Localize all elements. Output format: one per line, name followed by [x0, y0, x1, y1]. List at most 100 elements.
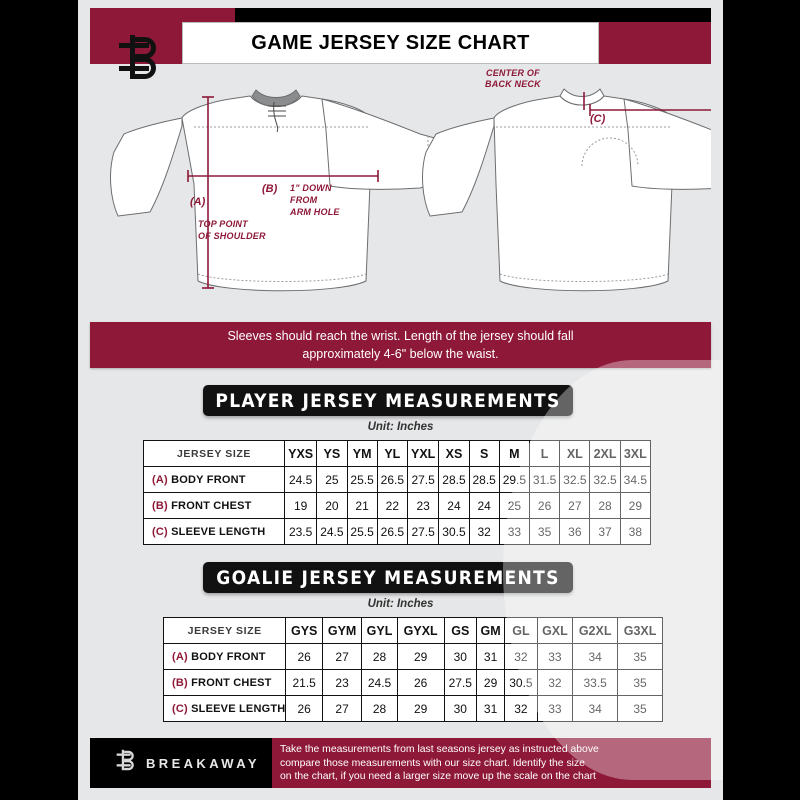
measurement-cell: 19	[283, 492, 318, 519]
size-column-header: S	[468, 440, 500, 467]
measurement-cell: 28.5	[468, 466, 500, 493]
measurement-cell: 29	[619, 492, 652, 519]
measurement-cell: 23.5	[283, 518, 318, 545]
measurement-cell: 27	[321, 695, 363, 722]
table-row: (C) SLEEVE LENGTH 26 27 28 29 30 31 32 33 34 35	[162, 695, 663, 722]
measurement-cell: 33.5	[572, 669, 619, 696]
measure-line-b	[187, 170, 379, 182]
measurement-cell: 28	[361, 643, 398, 670]
measurement-cell: 32	[536, 669, 574, 696]
measurement-cell: 24	[438, 492, 470, 519]
top-bars	[78, 0, 723, 26]
measurement-row-label: (C) SLEEVE LENGTH	[162, 695, 287, 722]
measurement-cell: 27.5	[406, 518, 440, 545]
goalie-section-title: GOALIE JERSEY MEASUREMENTS	[203, 562, 573, 593]
size-column-header: 2XL	[589, 440, 621, 467]
measurement-cell: 21.5	[285, 669, 323, 696]
goalie-section-unit: Unit: Inches	[367, 598, 434, 610]
size-column-header: YM	[346, 440, 378, 467]
fit-instruction-banner: Sleeves should reach the wrist. Length o…	[90, 322, 711, 368]
measurement-cell: 35	[617, 669, 663, 696]
measurement-cell: 31.5	[528, 466, 561, 493]
diagram-label-b: (B)	[262, 183, 278, 195]
goalie-measurements-table: JERSEY SIZE GYS GYM GYL GYXL GS GM GL GXL G2XL G3X…	[162, 617, 663, 722]
size-column-header: GYM	[321, 617, 363, 644]
measurement-tag: (C)	[152, 525, 172, 538]
breakaway-b-glyph	[119, 35, 156, 79]
front-jersey-laces	[268, 101, 286, 133]
measurement-cell: 34	[572, 643, 619, 670]
front-jersey-collar	[251, 89, 301, 107]
measurement-cell: 34	[572, 695, 619, 722]
measurement-cell: 32.5	[589, 466, 621, 493]
measurement-cell: 32	[504, 695, 538, 722]
measurement-cell: 36	[559, 518, 591, 545]
measurement-row-label: (B) FRONT CHEST	[143, 492, 285, 519]
jersey-illustrations	[110, 88, 711, 292]
top-bar-maroon	[90, 8, 235, 26]
jersey-size-header: JERSEY SIZE	[143, 440, 285, 467]
page-title: GAME JERSEY SIZE CHART	[182, 22, 599, 64]
measurement-cell: 28	[361, 695, 398, 722]
size-column-header: G2XL	[572, 617, 619, 644]
size-column-header: YS	[316, 440, 348, 467]
back-jersey-right-sleeve	[623, 98, 711, 190]
note-arm-hole: 1" DOWN FROM ARM HOLE	[290, 183, 340, 217]
measurement-cell: 27	[321, 643, 363, 670]
back-jersey-body	[493, 95, 673, 292]
measurement-cell: 31	[475, 695, 506, 722]
size-column-header: GXL	[536, 617, 574, 644]
player-table-header-row: JERSEY SIZE YXS YS YM YL YXL XS S M L XL 2XL 3XL	[143, 440, 652, 467]
measurement-cell: 23	[406, 492, 440, 519]
banner-line-2: approximately 4-6" below the waist.	[302, 347, 499, 361]
measurement-cell: 37	[589, 518, 621, 545]
measurement-cell: 30	[443, 643, 478, 670]
back-jersey-left-sleeve	[422, 117, 495, 217]
header-row: GAME JERSEY SIZE CHART	[90, 22, 711, 64]
banner-line-1: Sleeves should reach the wrist. Length o…	[227, 329, 574, 343]
measurement-tag: (A)	[152, 473, 172, 486]
measurement-cell: 20	[316, 492, 348, 519]
footer-brand: BREAKAWAY	[90, 738, 272, 788]
measurement-cell: 28	[589, 492, 621, 519]
measurement-cell: 25	[316, 466, 348, 493]
diagram-label-c: (C)	[590, 113, 606, 125]
measurement-cell: 35	[617, 695, 663, 722]
size-column-header: XS	[438, 440, 470, 467]
measurement-cell: 32.5	[559, 466, 591, 493]
measurement-cell: 30.5	[438, 518, 470, 545]
measurement-cell: 34.5	[619, 466, 652, 493]
measurement-cell: 29	[396, 643, 445, 670]
measurement-cell: 29.5	[498, 466, 531, 493]
measurement-row-label: (A) BODY FRONT	[143, 466, 285, 493]
table-row: (A) BODY FRONT 24.5 25 25.5 26.5 27.5 28.5 28.5…	[143, 466, 652, 493]
measurement-cell: 24.5	[283, 466, 318, 493]
measurement-cell: 30	[443, 695, 478, 722]
size-column-header: YL	[376, 440, 408, 467]
measurement-cell: 31	[475, 643, 506, 670]
table-row: (A) BODY FRONT 26 27 28 29 30 31 32 33 34 35	[162, 643, 663, 670]
diagram-label-a: (A)	[190, 196, 206, 208]
size-column-header: GYS	[285, 617, 323, 644]
measurement-cell: 23	[321, 669, 363, 696]
measurement-cell: 28.5	[438, 466, 470, 493]
measurement-cell: 27.5	[406, 466, 440, 493]
measurement-cell: 27.5	[443, 669, 478, 696]
measurement-tag: (B)	[152, 499, 172, 512]
back-hem-seam	[499, 273, 669, 282]
size-column-header: XL	[559, 440, 591, 467]
measurement-cell: 25.5	[346, 518, 378, 545]
size-column-header: GS	[443, 617, 478, 644]
size-column-header: GYXL	[396, 617, 445, 644]
brand-logo-icon	[108, 28, 166, 86]
size-chart-page: GAME JERSEY SIZE CHART	[78, 0, 723, 800]
front-jersey-left-sleeve	[110, 117, 183, 217]
table-row: (C) SLEEVE LENGTH 23.5 24.5 25.5 26.5 27.5 30.…	[143, 518, 652, 545]
measurement-cell: 25.5	[346, 466, 378, 493]
measurement-cell: 29	[396, 695, 445, 722]
measurement-cell: 25	[498, 492, 531, 519]
footer-line-3: on the chart, if you need a larger size …	[280, 771, 596, 783]
measurement-cell: 26	[528, 492, 561, 519]
player-measurements-table: JERSEY SIZE YXS YS YM YL YXL XS S M L XL 2XL 3XL (A)…	[143, 440, 652, 545]
back-armhole-seam	[581, 137, 639, 167]
